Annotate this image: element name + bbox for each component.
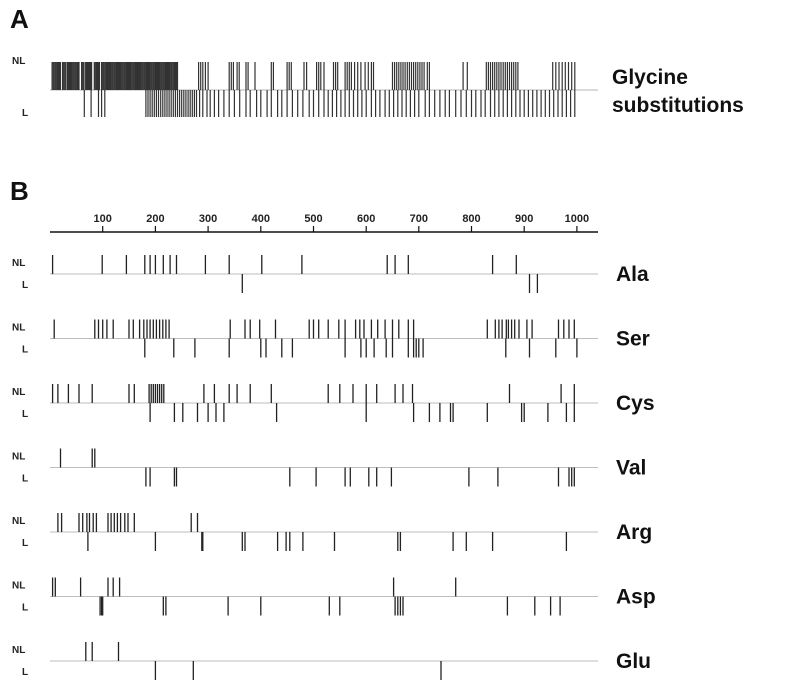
row-l-label: L <box>22 280 28 291</box>
amino-acid-label: Ala <box>616 263 649 286</box>
row-l-label: L <box>22 409 28 420</box>
panel-b-axis-ticks: 100 200 300 400 500 600 700 800 900 1000 <box>94 213 589 232</box>
panel-b-rows: NL L Ala NL L Ser NL L Cys NL L Val NL L Arg NL L Asp NL L G… <box>12 255 656 680</box>
row-nl-label: NL <box>12 258 25 269</box>
panel-a-title-line2: substitutions <box>612 94 744 117</box>
row-l-label: L <box>22 345 28 356</box>
row-nl-label: NL <box>12 645 25 656</box>
panel-a-l-marks <box>83 90 576 117</box>
axis-tick-label: 800 <box>462 213 480 225</box>
row-ser: NL L Ser <box>12 319 650 358</box>
axis-tick-label: 100 <box>94 213 112 225</box>
axis-tick-label: 700 <box>410 213 428 225</box>
panel-a-title-line1: Glycine <box>612 66 688 89</box>
axis-tick-label: 400 <box>252 213 270 225</box>
row-l-label: L <box>22 603 28 614</box>
row-l-label: L <box>22 667 28 678</box>
row-l-label: L <box>22 474 28 485</box>
axis-tick-label: 1000 <box>565 213 589 225</box>
amino-acid-label: Val <box>616 457 646 480</box>
row-glu: NL L Glu <box>12 642 651 680</box>
row-arg: NL L Arg <box>12 513 652 551</box>
panel-a-nl-marks <box>51 62 576 90</box>
axis-tick-label: 600 <box>357 213 375 225</box>
row-l-label: L <box>22 538 28 549</box>
panel-b-label: B <box>10 176 29 206</box>
row-nl-label: NL <box>12 387 25 398</box>
row-ala: NL L Ala <box>12 255 649 293</box>
row-nl-label: NL <box>12 581 25 592</box>
row-nl-label: NL <box>12 516 25 527</box>
row-asp: NL L Asp <box>12 577 656 616</box>
amino-acid-label: Asp <box>616 586 656 609</box>
amino-acid-label: Cys <box>616 392 655 415</box>
row-val: NL L Val <box>12 448 646 487</box>
row-cys: NL L Cys <box>12 384 655 422</box>
panel-a-l-label: L <box>22 108 28 119</box>
axis-tick-label: 300 <box>199 213 217 225</box>
panel-a-label: A <box>10 4 29 34</box>
axis-tick-label: 200 <box>146 213 164 225</box>
row-nl-label: NL <box>12 452 25 463</box>
amino-acid-label: Arg <box>616 521 652 544</box>
amino-acid-label: Glu <box>616 650 651 673</box>
panel-a-nl-label: NL <box>12 56 25 67</box>
row-nl-label: NL <box>12 323 25 334</box>
axis-tick-label: 900 <box>515 213 533 225</box>
amino-acid-label: Ser <box>616 328 650 351</box>
axis-tick-label: 500 <box>304 213 322 225</box>
